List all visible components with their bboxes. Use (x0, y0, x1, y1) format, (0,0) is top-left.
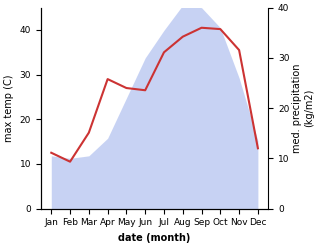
Y-axis label: max temp (C): max temp (C) (4, 74, 14, 142)
Y-axis label: med. precipitation
(kg/m2): med. precipitation (kg/m2) (292, 63, 314, 153)
X-axis label: date (month): date (month) (118, 233, 191, 243)
